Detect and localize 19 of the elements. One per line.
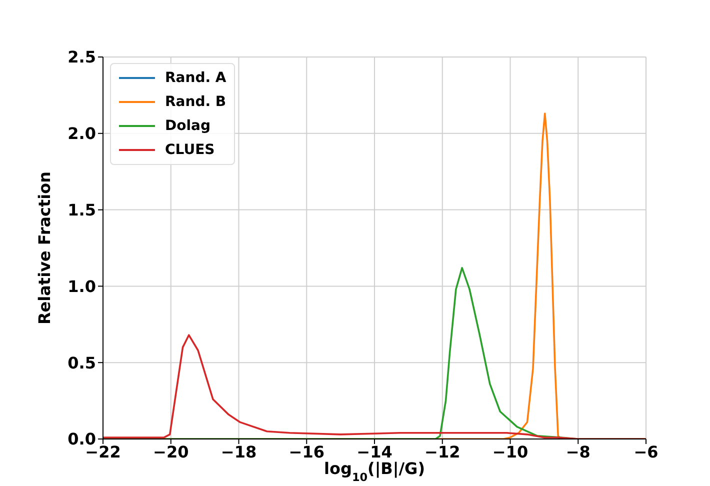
y-tick-label: 0.5 bbox=[68, 353, 96, 372]
y-tick-label: 1.5 bbox=[68, 200, 96, 220]
x-tick-label: −8 bbox=[566, 442, 590, 462]
x-tick-label: −10 bbox=[492, 442, 528, 462]
y-tick-label: 1.0 bbox=[68, 276, 96, 296]
x-tick-label: −16 bbox=[288, 442, 324, 462]
x-tick-label: −14 bbox=[356, 442, 392, 462]
y-tick-label: 2.5 bbox=[68, 48, 96, 67]
legend-label: Rand. B bbox=[165, 94, 226, 110]
x-axis-title: log$_{10}$(|B|/G) bbox=[324, 459, 425, 484]
legend-label: CLUES bbox=[165, 142, 215, 158]
legend-label: Rand. A bbox=[165, 70, 226, 86]
y-axis-title: Relative Fraction bbox=[35, 171, 54, 325]
x-tick-label: −18 bbox=[220, 442, 257, 462]
y-tick-label: 2.0 bbox=[68, 124, 96, 144]
x-tick-label: −12 bbox=[424, 442, 460, 462]
x-tick-label: −6 bbox=[634, 442, 658, 462]
x-tick-label: −20 bbox=[153, 442, 189, 462]
legend-label: Dolag bbox=[165, 118, 211, 134]
